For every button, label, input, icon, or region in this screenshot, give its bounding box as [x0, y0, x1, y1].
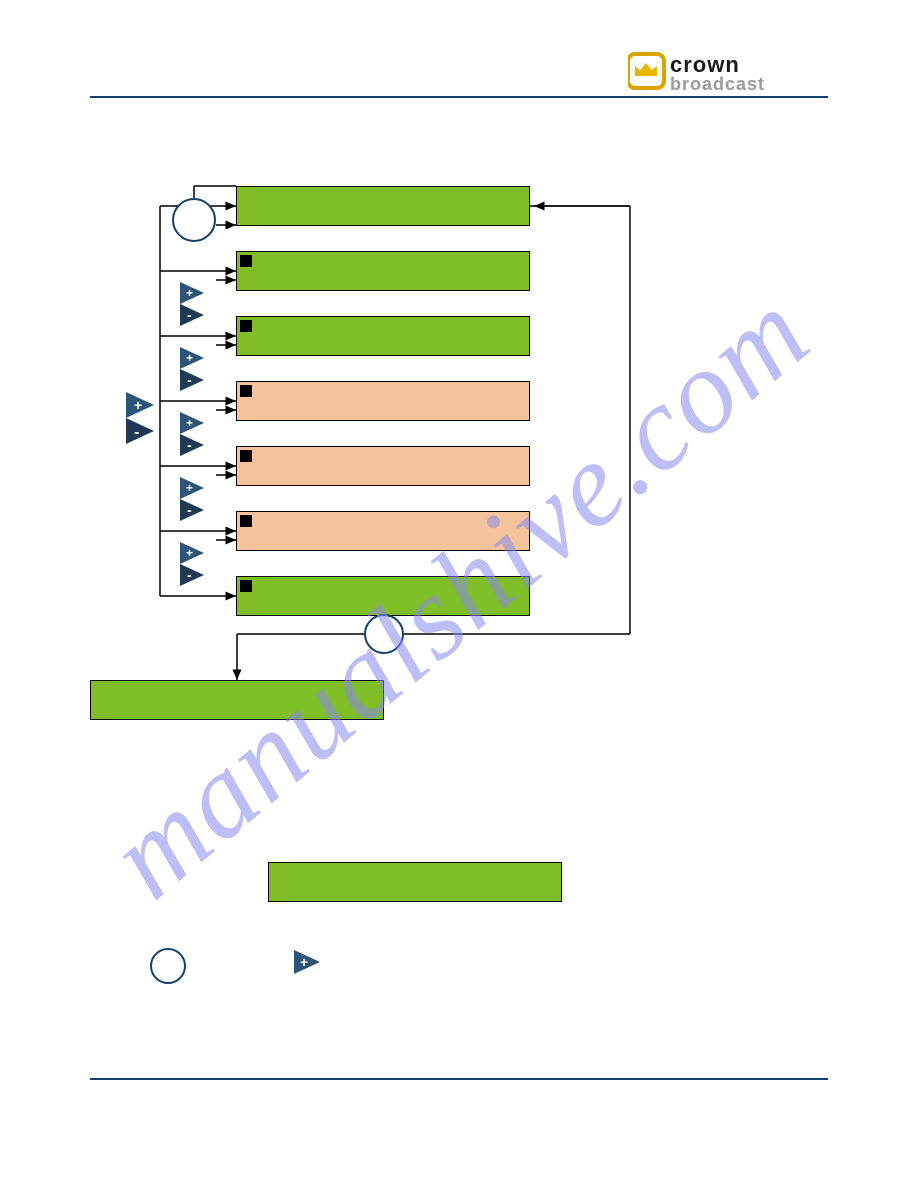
- footer-rule: [90, 1078, 828, 1080]
- header-rule: [90, 96, 828, 98]
- svg-text:broadcast: broadcast: [670, 74, 765, 92]
- svg-text:-: -: [134, 424, 139, 441]
- plus-minus-main-icon: + -: [126, 392, 160, 444]
- svg-text:+: +: [186, 416, 193, 430]
- flow-box-5-marker: [240, 515, 252, 527]
- legend-plus-icon: +: [294, 950, 324, 976]
- plus-minus-icon-1: + -: [180, 282, 210, 326]
- plus-minus-icon-4: + -: [180, 477, 210, 521]
- legend-box: [268, 862, 562, 902]
- flow-box-4-marker: [240, 450, 252, 462]
- flow-box-6-marker: [240, 580, 252, 592]
- flow-box-1: [236, 251, 530, 291]
- flow-box-0: [236, 186, 530, 226]
- svg-text:-: -: [187, 307, 192, 323]
- svg-text:-: -: [187, 502, 192, 518]
- plus-minus-icon-2: + -: [180, 347, 210, 391]
- flow-box-1-marker: [240, 255, 252, 267]
- page: crown broadcast: [0, 0, 918, 1188]
- svg-text:-: -: [187, 372, 192, 388]
- svg-text:-: -: [187, 437, 192, 453]
- svg-text:+: +: [186, 481, 193, 495]
- flow-box-2: [236, 316, 530, 356]
- top-circle: [172, 198, 216, 242]
- legend-circle: [150, 948, 186, 984]
- plus-minus-icon-3: + -: [180, 412, 210, 456]
- svg-text:+: +: [186, 286, 193, 300]
- svg-text:+: +: [300, 954, 308, 970]
- plus-minus-icon-5: + -: [180, 542, 210, 586]
- flow-box-3-marker: [240, 385, 252, 397]
- svg-text:+: +: [186, 546, 193, 560]
- flow-box-2-marker: [240, 320, 252, 332]
- logo: crown broadcast: [628, 50, 828, 92]
- flow-box-3: [236, 381, 530, 421]
- svg-text:+: +: [186, 351, 193, 365]
- svg-text:+: +: [134, 397, 142, 413]
- svg-text:-: -: [187, 567, 192, 583]
